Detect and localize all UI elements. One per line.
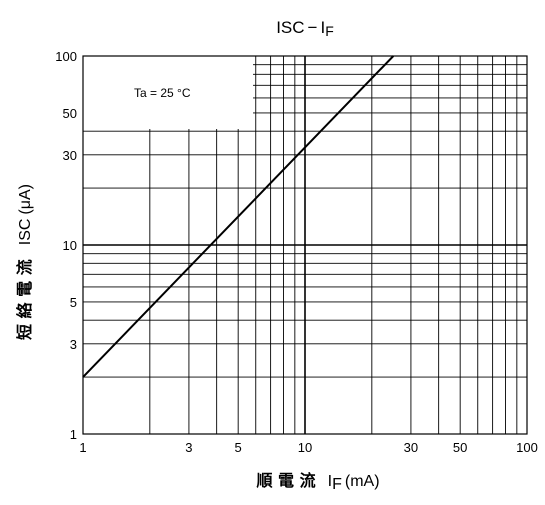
- x-tick-label: 3: [185, 440, 192, 455]
- x-tick-label: 5: [235, 440, 242, 455]
- plot-frame: [82, 55, 528, 435]
- title-symbol: I: [320, 18, 325, 37]
- y-tick-label: 5: [70, 295, 77, 310]
- x-tick-label: 50: [453, 440, 467, 455]
- x-tick-label: 1: [79, 440, 86, 455]
- x-tick-label: 30: [404, 440, 418, 455]
- series-group: [82, 55, 395, 378]
- y-tick-label: 30: [63, 148, 77, 163]
- y-tick-label: 10: [63, 238, 77, 253]
- x-axis-label-subscript: F: [332, 476, 342, 493]
- y-tick-label: 3: [70, 337, 77, 352]
- y-tick-label: 100: [55, 49, 77, 64]
- x-axis-label-cjk: 順 電 流: [255, 471, 315, 490]
- annotation-box: [83, 56, 253, 129]
- y-tick-label: 50: [63, 106, 77, 121]
- title-subscript: F: [325, 23, 334, 39]
- x-tick-labels: 1 3 5 10 30 50 100: [79, 440, 537, 455]
- series-line: [82, 55, 395, 378]
- y-axis-label: 短 絡 電 流 ISC (μA): [15, 184, 34, 340]
- y-axis-label-cjk: 短 絡 電 流: [15, 259, 34, 340]
- x-tick-label: 100: [516, 440, 538, 455]
- y-tick-label: 1: [70, 427, 77, 442]
- x-axis-label-unit: (mA): [345, 473, 380, 490]
- x-tick-label: 10: [298, 440, 312, 455]
- x-axis-label: 順 電 流 IF (mA): [255, 471, 379, 493]
- y-axis-label-unit: (μA): [17, 184, 34, 215]
- title-separator: −: [308, 18, 318, 37]
- annotation-text: Ta = 25 °C: [134, 86, 191, 100]
- x-axis-label-symbol: I: [328, 473, 332, 490]
- chart-title: ISC − IF: [276, 18, 334, 39]
- title-main: ISC: [276, 18, 304, 37]
- y-axis-label-symbol: ISC: [17, 219, 34, 246]
- y-tick-labels: 1 3 5 10 30 50 100: [55, 49, 77, 442]
